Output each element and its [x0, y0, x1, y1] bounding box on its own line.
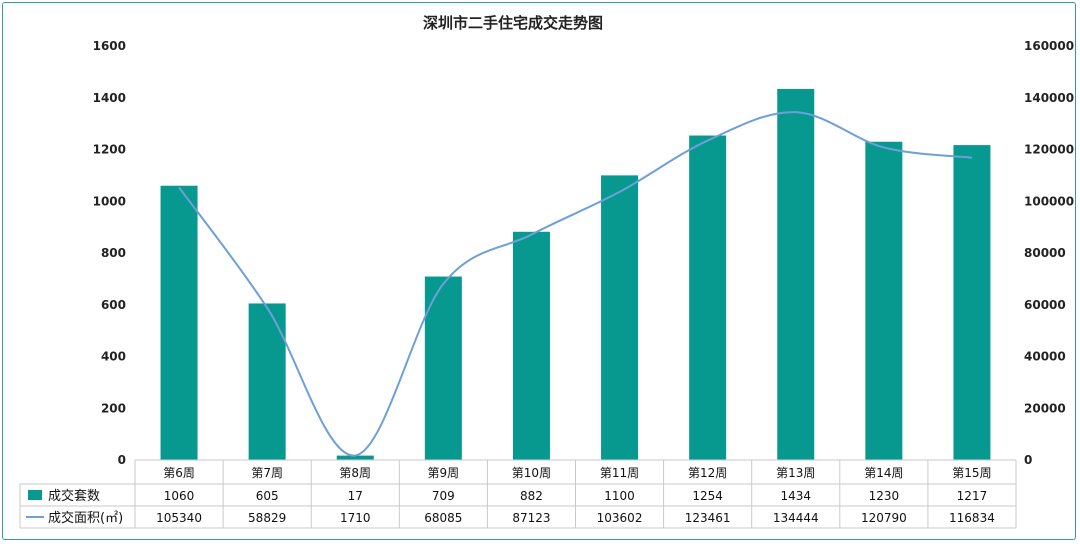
bar: [160, 185, 198, 460]
data-table: 第6周 第7周 第8周 第9周 第10周 第11周 第12周 第13周 第14周 第15周成交套数…: [19, 459, 1017, 529]
line-value-cell: 1710: [340, 511, 371, 525]
legend-label-line: 成交面积(㎡): [48, 510, 123, 526]
left-tick-label: 400: [101, 350, 126, 364]
left-tick-label: 1400: [93, 91, 126, 105]
bar: [512, 231, 550, 460]
right-tick-label: 20000: [1024, 401, 1066, 415]
category-label: 第14周: [864, 466, 903, 480]
bar: [777, 88, 815, 460]
left-tick-label: 200: [101, 401, 126, 415]
bar-value-cell: 1060: [164, 489, 195, 503]
bar-value-cell: 882: [520, 489, 543, 503]
bar: [248, 303, 286, 460]
bar-value-cell: 1254: [692, 489, 723, 503]
line-value-cell: 105340: [156, 511, 202, 525]
line-value-cell: 58829: [248, 511, 286, 525]
line-value-cell: 134444: [773, 511, 819, 525]
line-value-cell: 116834: [949, 511, 995, 525]
left-axis-ticks: 0 200 400 600 800 1000 1200 1400 1600: [93, 39, 126, 467]
right-tick-label: 0: [1024, 453, 1032, 467]
bar-value-cell: 1217: [957, 489, 988, 503]
bar-value-cell: 709: [432, 489, 455, 503]
line-value-cell: 123461: [685, 511, 731, 525]
bar-value-cell: 17: [348, 489, 363, 503]
bar-value-cell: 1100: [604, 489, 635, 503]
line-series: [178, 111, 973, 457]
right-axis-ticks: 0 20000 40000 60000 80000 100000 120000 140000 1…: [1024, 39, 1074, 467]
right-tick-label: 120000: [1024, 143, 1074, 157]
category-label: 第8周: [339, 466, 371, 480]
bar-value-cell: 1230: [869, 489, 900, 503]
left-tick-label: 1200: [93, 143, 126, 157]
legend-label-bar: 成交套数: [48, 488, 100, 504]
category-label: 第13周: [776, 466, 815, 480]
category-label: 第15周: [952, 466, 991, 480]
chart-title: 深圳市二手住宅成交走势图: [423, 14, 603, 32]
category-label: 第7周: [251, 466, 283, 480]
bar: [689, 135, 727, 460]
bar: [424, 276, 462, 460]
line-value-cell: 87123: [512, 511, 550, 525]
left-tick-label: 1000: [93, 194, 126, 208]
line-value-cell: 120790: [861, 511, 907, 525]
bar-value-cell: 605: [256, 489, 279, 503]
category-label: 第10周: [512, 466, 551, 480]
bar: [865, 141, 903, 461]
line-value-cell: 68085: [424, 511, 462, 525]
bar: [601, 175, 639, 460]
right-tick-label: 160000: [1024, 39, 1074, 53]
left-tick-label: 800: [101, 246, 126, 260]
right-tick-label: 80000: [1024, 246, 1066, 260]
line-value-cell: 103602: [597, 511, 643, 525]
right-tick-label: 140000: [1024, 91, 1074, 105]
category-label: 第6周: [163, 466, 195, 480]
bar-series: [160, 88, 991, 461]
category-label: 第9周: [428, 466, 460, 480]
left-tick-label: 1600: [93, 39, 126, 53]
right-tick-label: 100000: [1024, 194, 1074, 208]
right-tick-label: 40000: [1024, 350, 1066, 364]
category-label: 第12周: [688, 466, 727, 480]
left-tick-label: 600: [101, 298, 126, 312]
right-tick-label: 60000: [1024, 298, 1066, 312]
left-tick-label: 0: [118, 453, 126, 467]
bar: [953, 145, 991, 460]
category-label: 第11周: [600, 466, 639, 480]
bar-value-cell: 1434: [780, 489, 811, 503]
bar: [336, 455, 374, 460]
legend-swatch-bar: [28, 490, 42, 500]
